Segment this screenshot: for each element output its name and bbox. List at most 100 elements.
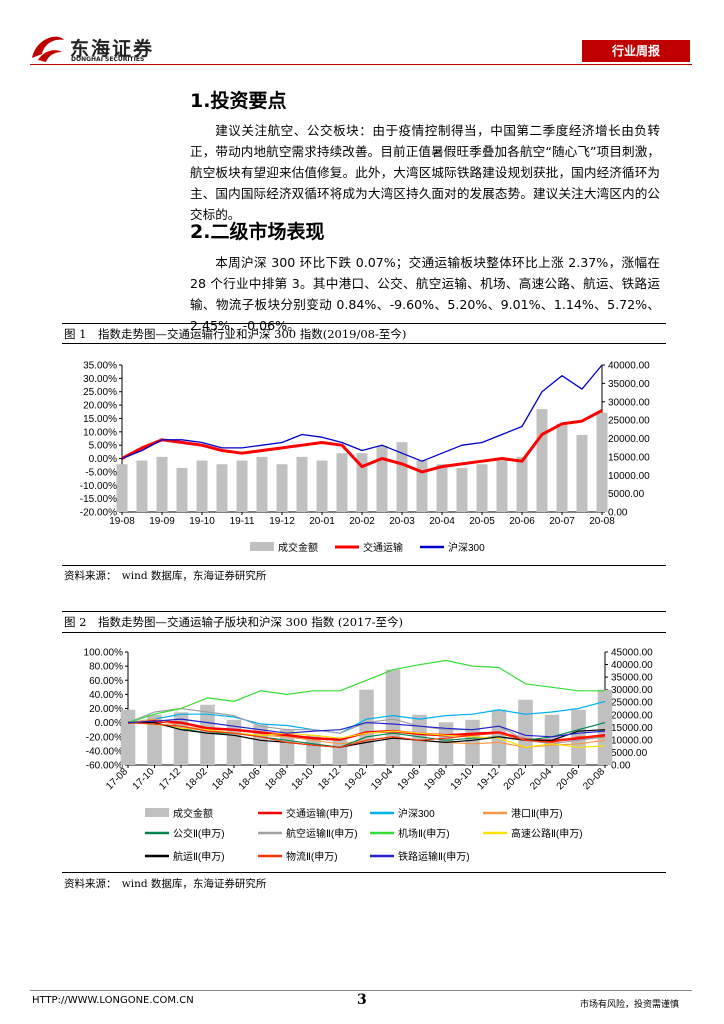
bar (516, 456, 528, 512)
caption-rule (62, 343, 666, 344)
y2-tick-label: 10000.00 (611, 735, 653, 746)
bar (276, 464, 288, 512)
bar (385, 669, 401, 765)
x-tick-label: 18-10 (290, 766, 316, 792)
series-line (121, 409, 603, 474)
bar (216, 464, 228, 512)
x-tick-label: 20-05 (469, 516, 495, 527)
bar (597, 689, 613, 765)
caption-rule (62, 611, 666, 612)
section-heading: 1.投资要点 (190, 90, 287, 112)
caption-rule (62, 323, 666, 324)
caption-rule (62, 632, 666, 633)
logo-text: 东海证券 (70, 38, 155, 60)
legend-label: 机场Ⅱ(申万) (398, 827, 450, 840)
source-rule (62, 565, 666, 566)
chart: -60.00% -40.00% -20.00% 0.00% 20.00% 40.00% 60… (84, 648, 654, 864)
x-tick-label: 18-12 (316, 766, 342, 792)
bar (236, 460, 248, 512)
series-line (127, 722, 605, 748)
y-tick-label: 100.00% (84, 648, 124, 659)
bar (456, 467, 468, 512)
y-tick-label: -5.00% (85, 467, 117, 478)
x-tick-label: 20-04 (429, 516, 455, 527)
y-tick-label: 40.00% (89, 690, 123, 701)
y2-tick-label: 5000.00 (611, 748, 648, 759)
series-line (127, 718, 606, 738)
x-tick-label: 18-08 (263, 766, 289, 792)
y2-tick-label: 15000.00 (611, 723, 653, 734)
y2-tick-label: 5000.00 (608, 489, 645, 500)
legend-label: 航运Ⅱ(申万) (173, 850, 225, 863)
bar (200, 704, 215, 765)
footer-note: 市场有风险，投资需谨慎 (580, 1000, 680, 1010)
x-tick-label: 20-06 (555, 766, 581, 792)
legend-swatch (145, 808, 169, 817)
y-tick-label: 60.00% (89, 676, 123, 687)
y-tick-label: -20.00% (80, 508, 117, 519)
header-rule (30, 64, 692, 65)
y-tick-label: -15.00% (80, 494, 117, 505)
bar (536, 409, 548, 512)
bar (256, 456, 268, 512)
y2-tick-label: 10000.00 (608, 471, 650, 482)
legend-label: 高速公路Ⅱ(申万) (511, 827, 583, 840)
bar (176, 467, 188, 512)
legend-label: 航空运输Ⅱ(申万) (286, 827, 358, 840)
bar (465, 719, 480, 765)
y-tick-label: -10.00% (80, 481, 117, 492)
series-line (127, 659, 605, 724)
y2-tick-label: 35000.00 (608, 379, 650, 390)
bar (356, 453, 368, 512)
paragraph: 建议关注航空、公交板块：由于疫情控制得当，中国第二季度经济增长由负转正，带动内地… (190, 123, 660, 222)
y2-tick-label: 15000.00 (608, 452, 650, 463)
y-tick-label: 20.00% (89, 704, 123, 715)
legend-label: 港口Ⅱ(申万) (511, 807, 563, 820)
bar (436, 464, 448, 512)
bar (196, 460, 208, 512)
bar (336, 453, 348, 512)
legend-label: 物流Ⅱ(申万) (286, 850, 338, 863)
bar (518, 699, 533, 765)
legend-label: 公交Ⅱ(申万) (173, 827, 225, 840)
bar (156, 456, 168, 512)
y-tick-label: 35.00% (83, 361, 117, 372)
y-tick-label: 25.00% (83, 387, 117, 398)
y2-tick-label: 25000.00 (611, 698, 653, 709)
x-tick-label: 19-12 (475, 766, 501, 792)
x-tick-label: 19-08 (422, 766, 448, 792)
x-tick-label: 20-06 (509, 516, 535, 527)
report-tag: 行业周报 (582, 40, 690, 62)
x-tick-label: 19-10 (449, 766, 475, 792)
bar (359, 689, 374, 765)
y-tick-label: -60.00% (86, 761, 123, 772)
bar (332, 737, 348, 765)
bar (396, 442, 408, 512)
legend-label: 成交金额 (173, 807, 213, 820)
x-tick-label: 19-11 (230, 516, 255, 527)
bar (147, 714, 162, 765)
x-tick-label: 18-04 (210, 766, 236, 792)
x-tick-label: 20-03 (389, 516, 415, 527)
y2-tick-label: 30000.00 (608, 397, 650, 408)
bar (120, 709, 136, 765)
y2-tick-label: 0.00 (611, 761, 631, 772)
legend-label: 沪深300 (448, 541, 485, 554)
y2-tick-label: 25000.00 (608, 416, 650, 427)
legend-label: 交通运输 (363, 541, 403, 554)
bar (296, 456, 308, 512)
bar (279, 729, 295, 765)
y-tick-label: -20.00% (86, 732, 123, 743)
series-line (127, 700, 606, 734)
x-tick-label: 18-02 (184, 766, 210, 792)
y2-tick-label: 40000.00 (608, 361, 650, 372)
x-tick-label: 20-04 (528, 766, 554, 792)
series-line (127, 722, 606, 748)
x-tick-label: 20-02 (349, 516, 375, 527)
series-line (121, 364, 603, 462)
y-tick-label: 15.00% (83, 414, 117, 425)
bar (496, 460, 508, 512)
y-tick-label: 0.00% (89, 454, 117, 465)
figure-source: 资料来源： wind 数据库，东海证券研究所 (64, 570, 267, 582)
